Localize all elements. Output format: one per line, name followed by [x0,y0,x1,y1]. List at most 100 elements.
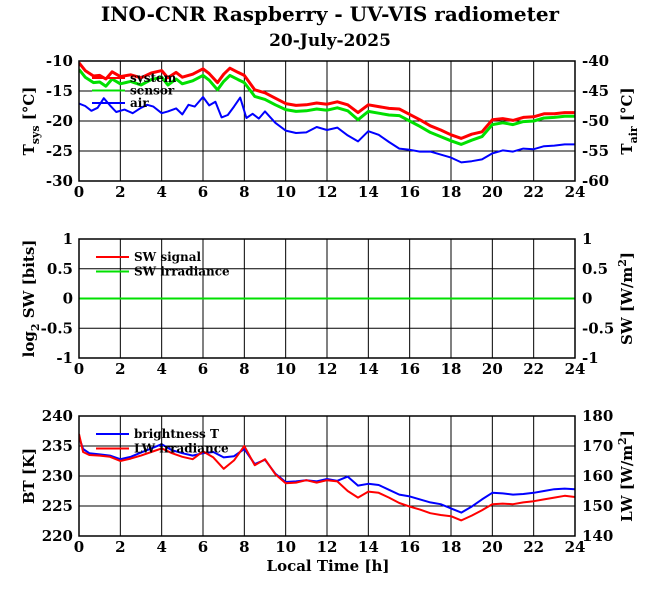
x-tick-label: 8 [239,360,249,378]
figure-title: INO-CNR Raspberry - UV-VIS radiometer [101,2,560,26]
series-line-brightness-t [79,436,575,514]
y-axis-label-unit: [°C] [20,87,38,126]
y2-tick-label: 160 [582,467,613,485]
y2-axis-label: SW [W/m2] [616,252,636,345]
y2-axis-label-unit: ] [618,430,636,437]
y2-tick-label: 0.5 [582,260,608,278]
y2-tick-label: -40 [582,52,609,70]
x-tick-label: 20 [482,538,503,556]
x-tick-label: 8 [239,183,249,201]
legend-entry: SW irradiance [134,265,230,279]
y2-tick-label: -0.5 [582,319,614,337]
x-tick-label: 24 [565,183,586,201]
x-tick-label: 0 [74,360,84,378]
y-axis-label-main: T [20,143,38,155]
x-tick-label: 14 [358,360,379,378]
y-axis-label: log2 SW [bits] [20,240,42,358]
figure-subtitle: 20-July-2025 [269,31,391,51]
y2-tick-label: 140 [582,527,613,545]
x-tick-label: 14 [358,183,379,201]
x-tick-label: 6 [198,360,208,378]
series-line-system [79,61,575,140]
x-tick-label: 16 [399,360,420,378]
x-tick-label: 20 [482,183,503,201]
y2-axis-label-sub: air [627,126,640,143]
y2-tick-label: -55 [582,142,609,160]
y2-axis-label: Tair [°C] [618,87,640,154]
x-tick-label: 6 [198,538,208,556]
x-tick-label: 20 [482,360,503,378]
y-axis-label: Tsys [°C] [20,87,42,156]
x-tick-label: 2 [115,183,125,201]
x-tick-label: 0 [74,538,84,556]
legend-entry: brightness T [134,427,219,441]
x-tick-label: 24 [565,360,586,378]
y-tick-label: 230 [42,467,73,485]
x-tick-label: 16 [399,183,420,201]
x-tick-label: 10 [275,183,296,201]
x-tick-label: 8 [239,538,249,556]
y-axis-label: BT [K] [20,448,38,504]
y-tick-label: -1 [56,349,73,367]
y2-tick-label: -1 [582,349,599,367]
y-tick-label: -25 [46,142,73,160]
series-line-lw-irradiance [79,433,575,522]
x-tick-label: 16 [399,538,420,556]
y2-axis-label-unit: ] [618,252,636,259]
y-axis-label-sub: 2 [29,324,42,332]
y2-tick-label: 150 [582,497,613,515]
y2-tick-label: 0 [582,290,592,308]
y-tick-label: -20 [46,112,73,130]
y2-axis-label-sup: 2 [616,259,629,267]
x-tick-label: 0 [74,183,84,201]
x-tick-label: 2 [115,360,125,378]
y-tick-label: 1 [63,230,73,248]
legend-entry: LW irradiance [134,442,229,456]
series-line-air [79,96,575,164]
x-tick-label: 18 [441,183,462,201]
x-tick-label: 18 [441,360,462,378]
y2-axis-label-main: T [618,143,636,155]
y2-axis-label: LW [W/m2] [616,430,636,522]
panel-3: 0 2 4 6 8 10 12 14 16 18 20 22 242402352302252201801… [20,407,636,556]
y-tick-label: -15 [46,82,73,100]
y-axis-label-unit: SW [bits] [20,240,38,324]
x-tick-label: 10 [275,538,296,556]
panels: 0 2 4 6 8 10 12 14 16 18 20 22 24-10-15-20-25-30-40-… [20,52,640,556]
x-tick-label: 4 [156,183,166,201]
panel-1: 0 2 4 6 8 10 12 14 16 18 20 22 24-10-15-20-25-30-40-… [20,52,640,201]
legend-entry: SW signal [134,250,202,264]
x-tick-label: 2 [115,538,125,556]
y2-tick-label: -60 [582,172,609,190]
y-tick-label: 220 [42,527,73,545]
x-tick-label: 4 [156,360,166,378]
y2-tick-label: -45 [582,82,609,100]
legend-entry: system [130,71,177,85]
x-tick-label: 12 [317,183,338,201]
y2-axis-label-sup: 2 [616,437,629,445]
x-tick-label: 18 [441,538,462,556]
plot-frame [78,60,576,182]
x-tick-label: 10 [275,360,296,378]
y2-axis-label-unit: [°C] [618,87,636,126]
y-tick-label: -30 [46,172,73,190]
x-tick-label: 12 [317,538,338,556]
legend-entry: air [130,96,149,110]
x-tick-label: 12 [317,360,338,378]
series-line-sensor [79,68,575,146]
x-tick-label: 4 [156,538,166,556]
x-axis-label: Local Time [h] [267,557,390,575]
y-tick-label: 225 [42,497,73,515]
x-tick-label: 22 [523,183,544,201]
y-axis-label-main: BT [K] [20,448,38,504]
y-tick-label: 0.5 [47,260,73,278]
y-tick-label: -0.5 [41,319,73,337]
y2-axis-label-main: SW [W/m [618,267,636,345]
y2-tick-label: -50 [582,112,609,130]
y2-tick-label: 1 [582,230,592,248]
y-axis-label-sub: sys [29,125,42,144]
panel-2: 0 2 4 6 8 10 12 14 16 18 20 22 2410.50-0.5-110.50-0.… [20,230,636,378]
plot-frame [78,415,576,537]
y2-tick-label: 170 [582,437,613,455]
